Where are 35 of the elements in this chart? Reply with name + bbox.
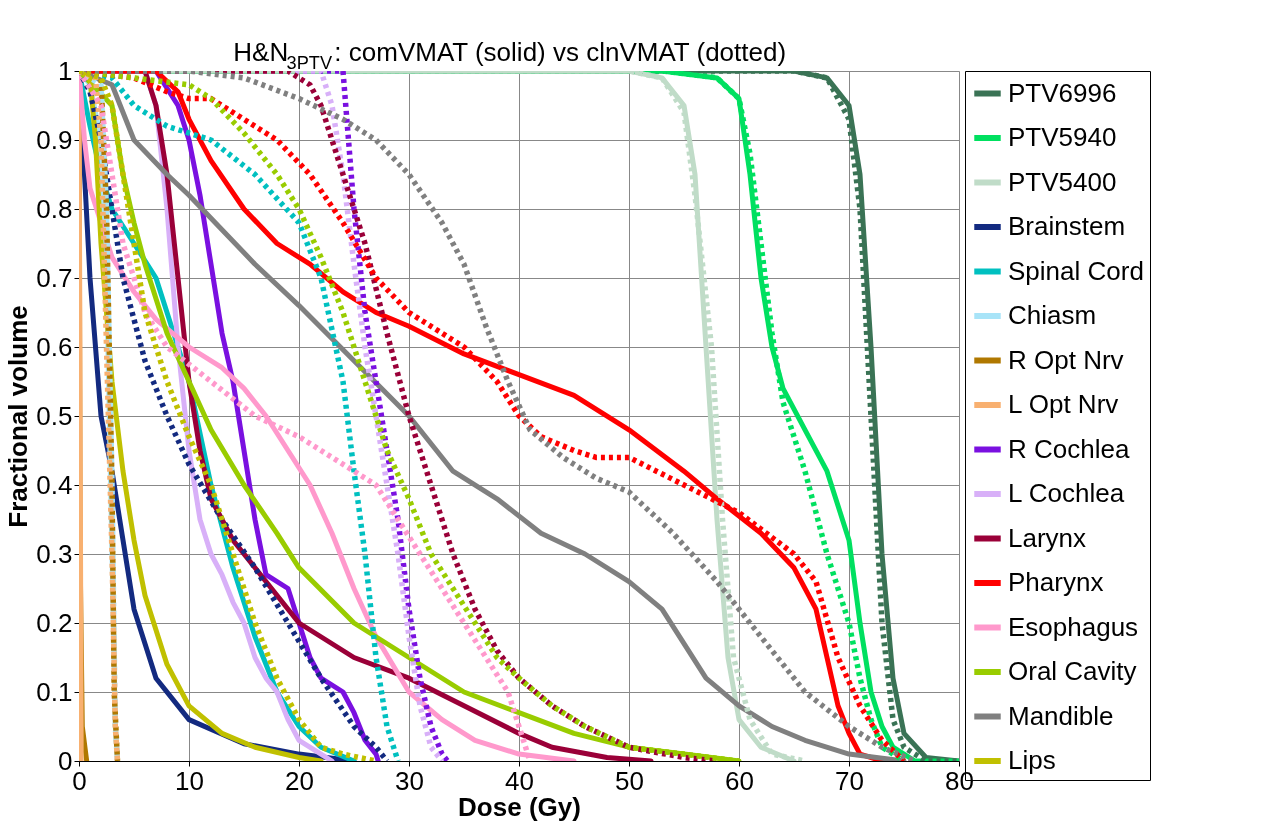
x-tick-label: 30 <box>395 765 424 796</box>
legend-label: Mandible <box>1008 700 1114 731</box>
x-tick-label: 80 <box>945 765 974 796</box>
x-tick-label: 10 <box>175 765 204 796</box>
legend-label: Oral Cavity <box>1008 656 1137 686</box>
legend-label: Pharynx <box>1008 567 1104 597</box>
legend-label: R Opt Nrv <box>1008 344 1124 375</box>
legend-label: Brainstem <box>1008 211 1126 241</box>
legend-label: PTV5940 <box>1008 122 1117 152</box>
y-tick-label: 0.6 <box>36 331 73 362</box>
x-tick-label: 20 <box>285 765 314 796</box>
y-tick-label: 0.5 <box>36 400 73 431</box>
legend-label: PTV6996 <box>1008 77 1117 108</box>
y-tick-label: 1 <box>58 55 73 86</box>
x-tick-label: 70 <box>835 765 864 796</box>
y-tick-label: 0.7 <box>36 262 73 293</box>
y-tick-label: 0.8 <box>36 193 73 224</box>
legend-label: Lips <box>1008 745 1056 775</box>
legend-label: R Cochlea <box>1008 433 1130 464</box>
legend-label: L Opt Nrv <box>1008 389 1119 419</box>
y-tick-label: 0 <box>58 745 73 776</box>
y-tick-label: 0.3 <box>36 538 73 569</box>
y-tick-label: 0.4 <box>36 469 73 500</box>
x-tick-label: 50 <box>615 765 644 796</box>
x-tick-label: 60 <box>725 765 754 796</box>
legend-label: Spinal Cord <box>1008 255 1144 286</box>
y-tick-label: 0.9 <box>36 124 73 155</box>
y-axis-title: Fractional volume <box>3 305 34 528</box>
legend-label: Chiasm <box>1008 300 1097 330</box>
legend-label: PTV5400 <box>1008 166 1117 197</box>
y-tick-label: 0.2 <box>36 607 73 638</box>
legend-label: Esophagus <box>1008 611 1139 642</box>
legend-label: Larynx <box>1008 522 1087 553</box>
y-tick-label: 0.1 <box>36 676 73 707</box>
legend-label: L Cochlea <box>1008 478 1125 508</box>
